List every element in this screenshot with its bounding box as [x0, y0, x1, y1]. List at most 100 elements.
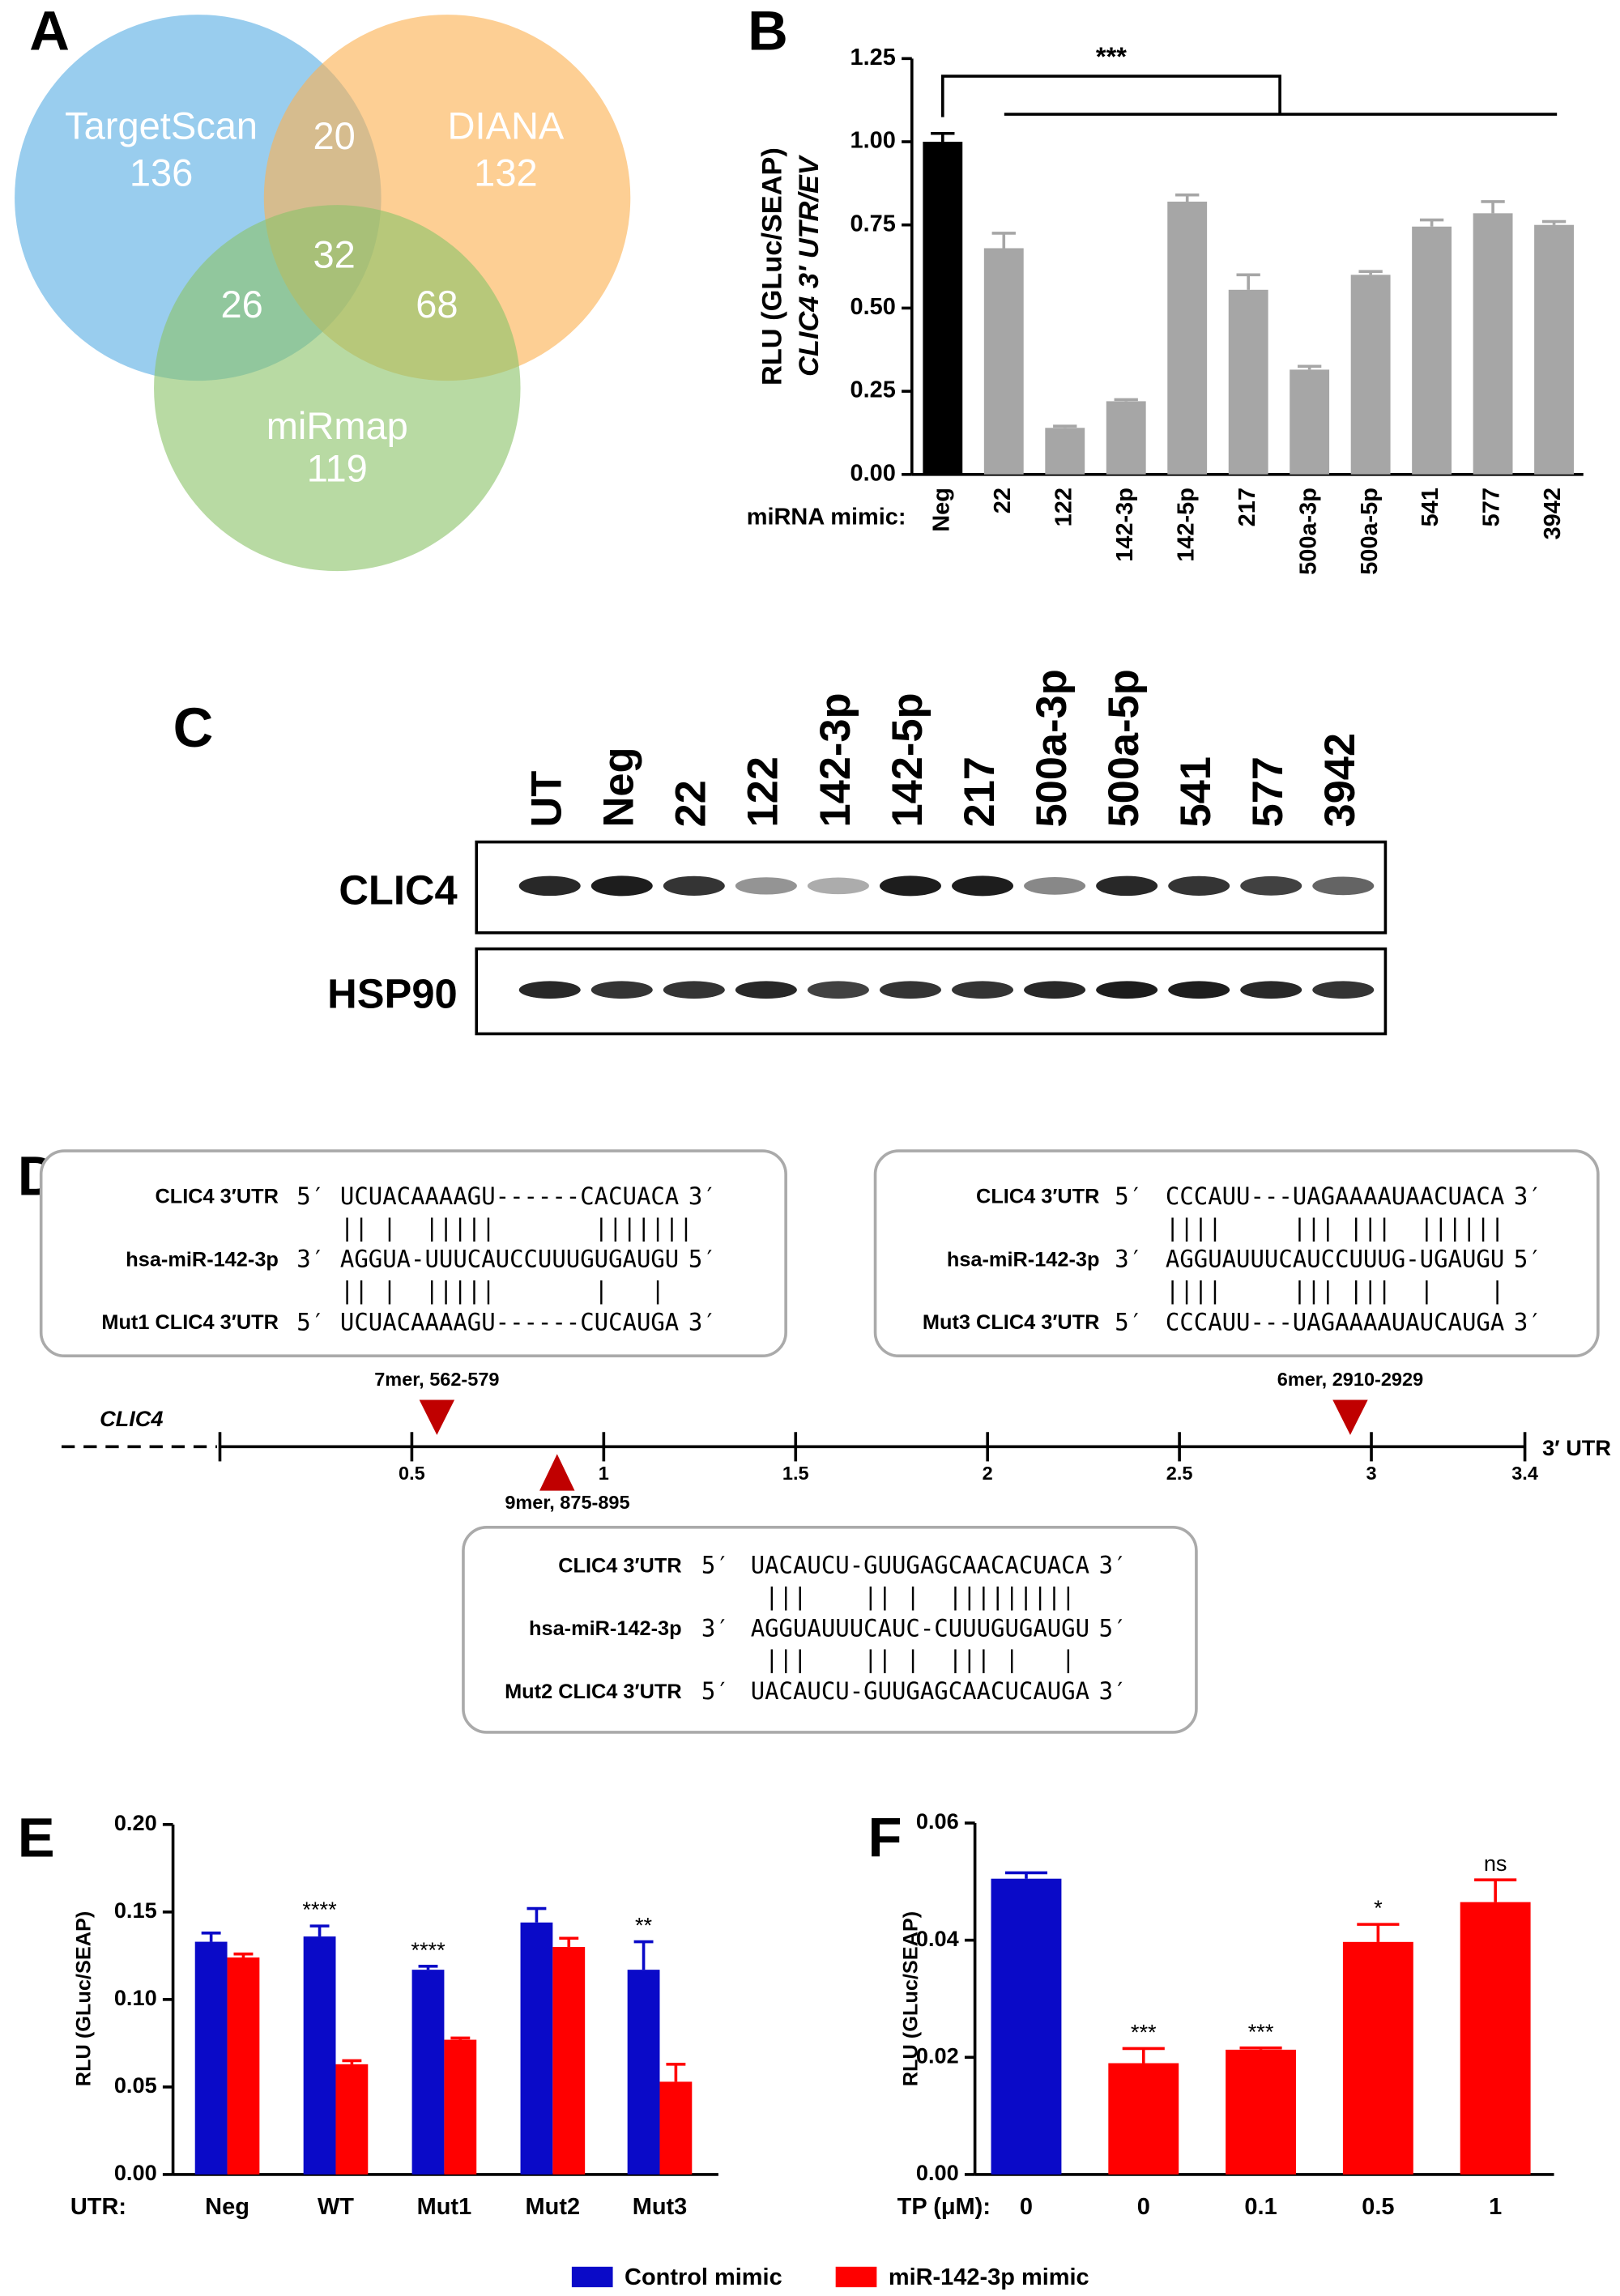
bar: [1108, 2063, 1179, 2175]
y-tick-label: 0.00: [916, 2160, 959, 2185]
error-bar: [450, 2036, 471, 2040]
x-tick-label: 500a-3p: [1295, 488, 1321, 575]
x-axis-label: TP (μM):: [897, 2194, 991, 2220]
end-label: 3′ UTR: [1542, 1435, 1611, 1460]
legend-swatch: [835, 2266, 877, 2288]
error-bar: [1236, 273, 1260, 290]
bar: [552, 1947, 586, 2175]
bar: [1226, 2049, 1296, 2175]
x-tick-label: 217: [1234, 488, 1260, 526]
x-tick-label: 22: [990, 488, 1016, 513]
y-tick-label: 0.05: [114, 2072, 157, 2098]
bar: [1342, 1941, 1413, 2175]
x-tick-label: Neg: [928, 488, 954, 532]
band: [1024, 981, 1086, 999]
error-bar: [1175, 193, 1200, 202]
timeline-tick-label: 1: [599, 1463, 609, 1484]
row-label: CLIC4: [339, 867, 457, 913]
y-tick-label: 0.10: [114, 1985, 157, 2010]
significance-label: ***: [1248, 2019, 1274, 2044]
panel-label: C: [173, 696, 214, 759]
base-pairing: ||| || | |||||||||: [751, 1582, 1076, 1610]
overlap-value: 68: [416, 283, 458, 326]
x-tick-label: Mut1: [417, 2194, 472, 2220]
lane-label: 142-3p: [812, 692, 859, 827]
base-pairing: |||| ||| ||| | |: [1166, 1277, 1504, 1305]
y-tick-label: 0.02: [916, 2043, 959, 2068]
bar: [923, 142, 963, 475]
lane-label: 541: [1173, 756, 1220, 827]
band: [663, 981, 725, 999]
y-tick-label: 0.00: [850, 460, 896, 486]
set-value: 132: [474, 151, 537, 194]
site-label: 9mer, 875-895: [505, 1492, 629, 1513]
sequence-end: 3′: [701, 1614, 730, 1642]
bar: [227, 1957, 260, 2175]
sequence-end: 5′: [1514, 1246, 1542, 1273]
set-name: DIANA: [448, 104, 565, 147]
x-tick-label: 1: [1489, 2194, 1502, 2220]
band: [1024, 877, 1086, 895]
band: [879, 981, 941, 999]
band: [1240, 875, 1302, 896]
band: [735, 981, 797, 999]
bar: [303, 1936, 336, 2175]
panel-label: F: [868, 1807, 902, 1869]
lane-label: 3942: [1317, 733, 1364, 828]
sequence-end: 5′: [688, 1246, 717, 1273]
timeline-tick-label: 3: [1366, 1463, 1376, 1484]
significance-label: ****: [411, 1937, 446, 1962]
sequence: AGGUAUUUCAUC-CUUUGUGAUGU: [751, 1614, 1089, 1642]
overlap-value: 26: [220, 283, 262, 326]
significance-label: ***: [1131, 2020, 1157, 2045]
base-pairing: || | ||||| | |: [340, 1277, 665, 1305]
sequence: CCCAUU---UAGAAAAUAACUACA: [1166, 1182, 1504, 1210]
bar: [1290, 369, 1330, 475]
venn-set: [154, 205, 521, 572]
x-tick-label: 0.1: [1244, 2194, 1277, 2220]
x-tick-label: Neg: [205, 2194, 249, 2220]
y-axis-label: RLU (GLuc/SEAP): [757, 147, 788, 386]
error-bar: [1481, 200, 1505, 214]
panel-label: A: [29, 0, 70, 62]
timeline-tick-label: 2: [983, 1463, 993, 1484]
sequence-end: 3′: [1514, 1182, 1542, 1210]
y-tick-label: 0.00: [114, 2160, 157, 2185]
sequence-label: CLIC4 3′UTR: [155, 1186, 278, 1208]
sequence-label: hsa-miR-142-3p: [126, 1248, 279, 1271]
bar: [1045, 428, 1085, 475]
sequence-end: 3′: [296, 1246, 325, 1273]
significance-label: **: [635, 1913, 653, 1938]
band: [1312, 876, 1375, 896]
error-bar: [991, 232, 1016, 249]
panel-label: E: [18, 1807, 55, 1869]
y-axis-label: RLU (GLuc/SEAP): [899, 1911, 922, 2086]
bar: [194, 1941, 228, 2175]
sequence-end: 5′: [701, 1552, 730, 1579]
band: [735, 877, 797, 895]
bar: [1460, 1902, 1531, 2175]
sequence-label: hsa-miR-142-3p: [947, 1248, 1100, 1271]
base-pairing: |||| ||| ||| ||||||: [1166, 1214, 1504, 1242]
band: [518, 875, 581, 897]
sequence-end: 3′: [1099, 1677, 1128, 1705]
error-bar: [633, 1940, 654, 1970]
bar: [1350, 275, 1391, 475]
sequence-end: 5′: [701, 1677, 730, 1705]
bar: [411, 1970, 445, 2175]
bar: [1106, 401, 1146, 475]
error-bar: [559, 1936, 579, 1948]
site-marker: [1332, 1399, 1368, 1435]
significance-label: *: [1374, 1895, 1383, 1920]
set-value: 119: [307, 447, 368, 490]
sequence-end: 3′: [688, 1182, 717, 1210]
timeline-tick-label: 1.5: [782, 1463, 809, 1484]
y-tick-label: 0.25: [850, 377, 896, 403]
sequence: AGGUAUUUCAUCCUUUG-UGAUGU: [1166, 1246, 1504, 1273]
site-label: 6mer, 2910-2929: [1277, 1369, 1423, 1390]
legend-label: Control mimic: [625, 2264, 782, 2290]
y-tick-label: 0.20: [114, 1810, 157, 1835]
bar: [1228, 289, 1268, 475]
